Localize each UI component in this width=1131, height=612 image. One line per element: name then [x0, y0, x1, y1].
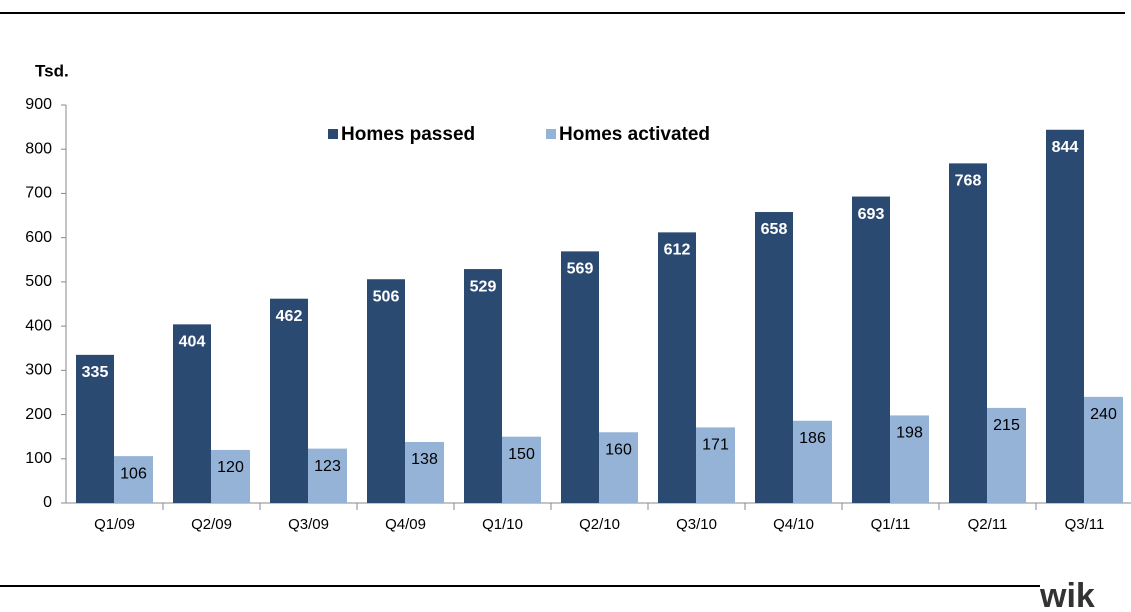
y-tick-label: 300: [25, 362, 52, 379]
value-label: 506: [373, 288, 400, 305]
x-tick-label: Q2/10: [579, 516, 620, 533]
y-axis-label: Tsd.: [35, 61, 69, 80]
y-tick-label: 500: [25, 273, 52, 290]
bar: [367, 279, 405, 503]
x-tick-label: Q4/09: [385, 516, 426, 533]
legend-label: Homes passed: [341, 124, 475, 145]
legend-swatch: [546, 129, 556, 139]
y-tick-label: 600: [25, 229, 52, 246]
x-tick-label: Q3/10: [676, 516, 717, 533]
value-label: 106: [120, 465, 147, 482]
value-label: 240: [1090, 406, 1117, 423]
y-tick-label: 700: [25, 185, 52, 202]
x-tick-label: Q3/09: [288, 516, 329, 533]
value-label: 612: [664, 242, 691, 259]
legend-swatch: [328, 129, 338, 139]
y-tick-label: 400: [25, 317, 52, 334]
value-label: 844: [1052, 139, 1079, 156]
value-label: 123: [314, 458, 341, 475]
bar: [696, 427, 735, 503]
x-tick-label: Q2/11: [968, 516, 1008, 533]
value-label: 160: [605, 441, 632, 458]
value-label: 693: [858, 206, 885, 223]
value-label: 768: [955, 173, 982, 190]
value-label: 186: [799, 430, 826, 447]
y-tick-label: 200: [25, 406, 52, 423]
legend-label: Homes activated: [559, 124, 710, 145]
x-tick-label: Q3/11: [1065, 516, 1105, 533]
bar: [1046, 129, 1084, 503]
value-label: 404: [179, 334, 206, 351]
value-label: 462: [276, 308, 303, 325]
x-tick-label: Q1/09: [94, 516, 135, 533]
bar: [890, 415, 929, 503]
bar: [502, 436, 541, 503]
y-tick-label: 0: [43, 494, 52, 511]
bar: [464, 269, 502, 503]
value-label: 335: [82, 364, 109, 381]
y-tick-label: 800: [25, 140, 52, 157]
bar: [755, 212, 793, 504]
y-tick-label: 100: [25, 450, 52, 467]
bar: [270, 298, 308, 503]
bar: [658, 232, 696, 504]
bar: [211, 449, 250, 503]
logo: wik: [1039, 577, 1095, 612]
bar: [173, 324, 211, 503]
bar: [308, 448, 347, 503]
bar: [405, 441, 444, 503]
y-tick-label: 900: [25, 96, 52, 113]
x-tick-label: Q1/11: [871, 516, 911, 533]
value-label: 150: [508, 446, 535, 463]
bar: [987, 407, 1026, 503]
bar: [114, 456, 153, 503]
x-tick-label: Q2/09: [191, 516, 232, 533]
value-label: 171: [702, 437, 729, 454]
value-label: 198: [896, 425, 923, 442]
value-label: 529: [470, 278, 497, 295]
bar: [793, 420, 832, 503]
value-label: 120: [217, 459, 244, 476]
x-tick-label: Q4/10: [773, 516, 814, 533]
bar: [599, 432, 638, 503]
value-label: 138: [411, 451, 438, 468]
bar: [949, 163, 987, 503]
value-label: 215: [993, 417, 1020, 434]
value-label: 569: [567, 261, 594, 278]
bar: [1084, 396, 1123, 503]
value-label: 658: [761, 221, 788, 238]
bar: [561, 251, 599, 503]
x-tick-label: Q1/10: [482, 516, 523, 533]
bar: [76, 354, 114, 503]
bar: [852, 196, 890, 504]
